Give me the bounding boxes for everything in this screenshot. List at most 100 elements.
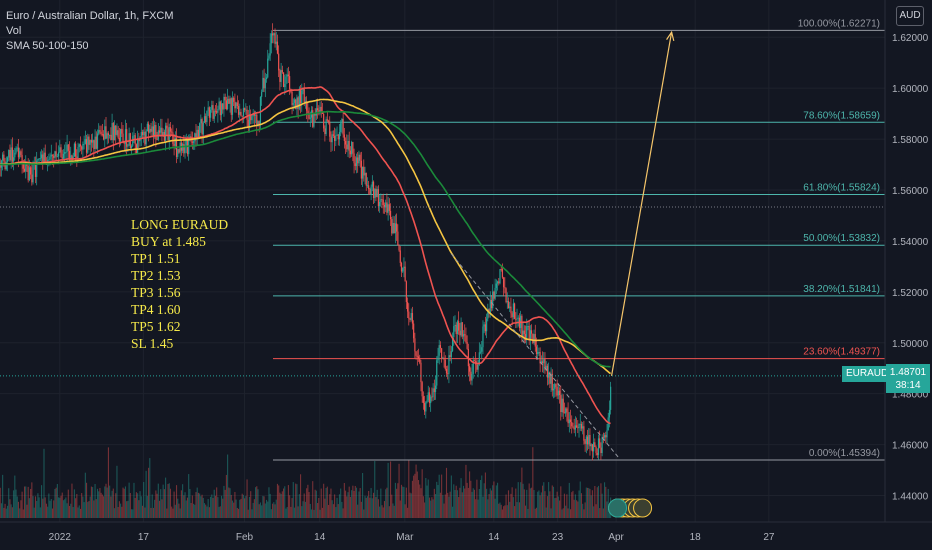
fib-level-label: 38.20%(1.51841) bbox=[803, 284, 880, 295]
volume-bar bbox=[550, 508, 552, 518]
volume-bar bbox=[484, 472, 486, 518]
volume-bar bbox=[98, 491, 100, 518]
volume-bar bbox=[62, 500, 64, 518]
volume-bars bbox=[0, 447, 612, 518]
volume-bar bbox=[438, 474, 440, 518]
candle-body bbox=[417, 356, 420, 359]
volume-bar bbox=[117, 506, 119, 518]
symbol-title[interactable]: Euro / Australian Dollar, 1h, FXCM bbox=[6, 10, 174, 22]
candle-body bbox=[299, 88, 302, 104]
candle-body bbox=[357, 157, 359, 164]
volume-bar bbox=[87, 501, 89, 518]
candle-body bbox=[476, 364, 478, 370]
trade-plan-text[interactable]: LONG EURAUD BUY at 1.485 TP1 1.51 TP2 1.… bbox=[131, 216, 228, 352]
candle-body bbox=[494, 287, 496, 299]
candle-body bbox=[381, 199, 383, 200]
volume-bar bbox=[349, 496, 351, 518]
volume-bar bbox=[302, 501, 304, 518]
volume-bar bbox=[5, 508, 7, 518]
candle-body bbox=[549, 372, 551, 384]
candle-body bbox=[280, 70, 282, 82]
volume-bar bbox=[557, 496, 559, 518]
volume-bar bbox=[393, 505, 395, 518]
candle-body bbox=[6, 157, 9, 162]
sma-line-100 bbox=[0, 98, 612, 375]
x-tick-label: 2022 bbox=[49, 532, 72, 543]
candle-body bbox=[389, 210, 392, 220]
volume-bar bbox=[377, 499, 379, 518]
candle-body bbox=[36, 160, 38, 177]
candle-body bbox=[282, 72, 285, 87]
candle-body bbox=[85, 139, 88, 153]
volume-bar bbox=[115, 493, 117, 518]
candle-body bbox=[287, 74, 290, 77]
volume-bar bbox=[151, 494, 153, 518]
volume-bar bbox=[385, 489, 387, 518]
volume-bar bbox=[437, 485, 439, 518]
volume-bar bbox=[340, 488, 342, 518]
y-tick-label: 1.52000 bbox=[892, 288, 929, 299]
volume-bar bbox=[27, 486, 29, 518]
candle-body bbox=[12, 157, 15, 162]
volume-bar bbox=[269, 493, 271, 518]
candlesticks bbox=[0, 23, 612, 461]
currency-badge[interactable]: AUD bbox=[896, 6, 924, 26]
candle-body bbox=[354, 163, 356, 167]
candle-body bbox=[51, 154, 54, 156]
sma-indicator-label[interactable]: SMA 50-100-150 bbox=[6, 40, 89, 52]
volume-bar bbox=[312, 481, 314, 518]
volume-bar bbox=[210, 496, 212, 518]
volume-bar bbox=[31, 482, 33, 518]
volume-indicator-label[interactable]: Vol bbox=[6, 25, 22, 37]
candle-body bbox=[79, 144, 82, 147]
candle-body bbox=[302, 88, 304, 91]
candle-body bbox=[183, 144, 185, 154]
candle-body bbox=[546, 365, 549, 378]
volume-bar bbox=[566, 494, 568, 518]
volume-bar bbox=[247, 509, 249, 518]
candle-body bbox=[31, 174, 33, 183]
volume-bar bbox=[591, 490, 593, 518]
candle-body bbox=[95, 136, 97, 149]
volume-bar bbox=[292, 482, 294, 518]
volume-bar bbox=[417, 480, 420, 518]
candle-body bbox=[355, 157, 358, 167]
chart-legend: Euro / Australian Dollar, 1h, FXCM Vol S… bbox=[6, 9, 174, 54]
drawings[interactable] bbox=[450, 30, 675, 458]
volume-bar bbox=[388, 506, 390, 518]
candle-body bbox=[505, 288, 507, 303]
candle-body bbox=[528, 326, 530, 341]
x-tick-label: Mar bbox=[396, 532, 414, 543]
candle-body bbox=[326, 119, 328, 121]
candle-body bbox=[393, 223, 395, 234]
candle-body bbox=[370, 186, 372, 195]
candle-body bbox=[124, 129, 127, 144]
candle-body bbox=[194, 133, 196, 142]
candle-body bbox=[161, 127, 163, 136]
volume-bar bbox=[272, 503, 274, 518]
candle-body bbox=[316, 108, 319, 111]
candle-body bbox=[464, 334, 466, 336]
volume-bar bbox=[493, 481, 495, 518]
candle-body bbox=[202, 122, 204, 135]
candle-body bbox=[584, 440, 586, 444]
volume-bar bbox=[28, 498, 30, 518]
candle-body bbox=[394, 223, 397, 234]
candle-body bbox=[109, 134, 111, 136]
candle-body bbox=[371, 181, 373, 187]
candle-body bbox=[116, 130, 118, 135]
candle-body bbox=[11, 147, 13, 162]
volume-bar bbox=[39, 507, 41, 518]
candle-body bbox=[543, 359, 545, 364]
volume-bar bbox=[16, 496, 18, 518]
candle-body bbox=[437, 355, 439, 361]
volume-bar bbox=[505, 494, 507, 518]
volume-bar bbox=[225, 474, 227, 518]
candle-body bbox=[172, 132, 174, 144]
volume-bar bbox=[301, 506, 303, 518]
volume-bar bbox=[250, 491, 252, 518]
volume-bar bbox=[583, 509, 585, 518]
candle-body bbox=[207, 107, 209, 111]
volume-bar bbox=[111, 490, 113, 518]
